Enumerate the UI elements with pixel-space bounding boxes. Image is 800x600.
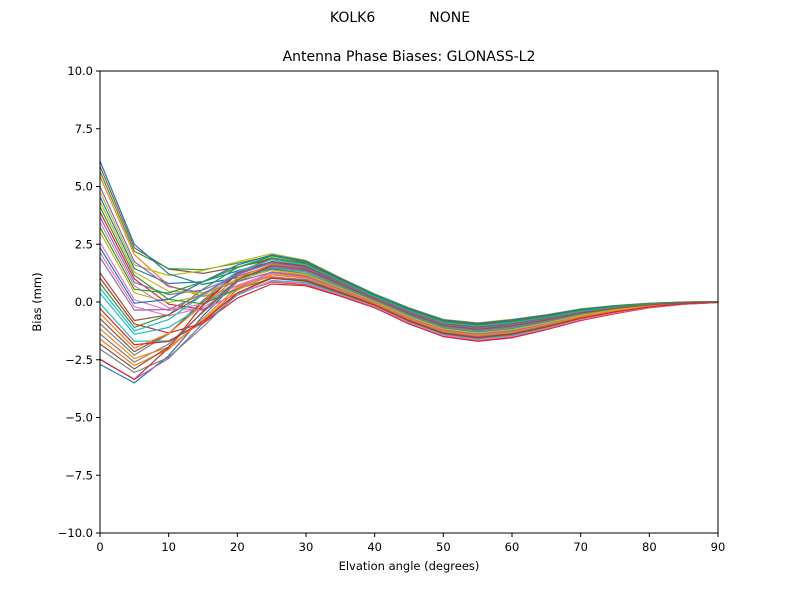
- series-line-14: [99, 277, 719, 342]
- x-tick-label: 30: [299, 540, 314, 554]
- y-tick-label: 2.5: [75, 237, 93, 251]
- x-tick-label: 70: [573, 540, 588, 554]
- radome-name-label: NONE: [429, 10, 471, 26]
- x-tick-label: 0: [96, 540, 103, 554]
- series-line-32: [99, 274, 719, 360]
- x-tick-label: 20: [230, 540, 245, 554]
- y-tick-label: 10.0: [67, 64, 93, 78]
- series-line-01: [99, 265, 719, 384]
- y-tick-label: −2.5: [65, 353, 93, 367]
- x-axis-label: Elvation angle (degrees): [338, 559, 480, 573]
- x-tick-label: 40: [367, 540, 382, 554]
- station-name-label: KOLK6: [329, 10, 376, 26]
- series-line-27: [99, 221, 719, 341]
- series-line-29: [99, 201, 719, 334]
- y-tick-label: 5.0: [75, 180, 93, 194]
- series-line-36: [99, 264, 719, 370]
- x-tick-label: 90: [711, 540, 726, 554]
- figure-suptitle: KOLK6 NONE: [0, 10, 800, 26]
- series-line-34: [99, 277, 719, 346]
- x-tick-label: 10: [161, 540, 176, 554]
- y-tick-label: 7.5: [75, 122, 93, 136]
- chart-title: Antenna Phase Biases: GLONASS-L2: [282, 49, 536, 65]
- y-tick-label: −10.0: [58, 526, 93, 540]
- y-tick-label: −7.5: [65, 468, 93, 482]
- series-line-19: [99, 191, 719, 324]
- x-tick-label: 60: [505, 540, 520, 554]
- series-line-33: [99, 226, 719, 326]
- y-tick-label: −5.0: [65, 411, 93, 425]
- x-tick-label: 80: [642, 540, 657, 554]
- x-tick-label: 50: [436, 540, 451, 554]
- y-axis-label: Bias (mm): [30, 272, 44, 332]
- y-tick-label: 0.0: [75, 295, 93, 309]
